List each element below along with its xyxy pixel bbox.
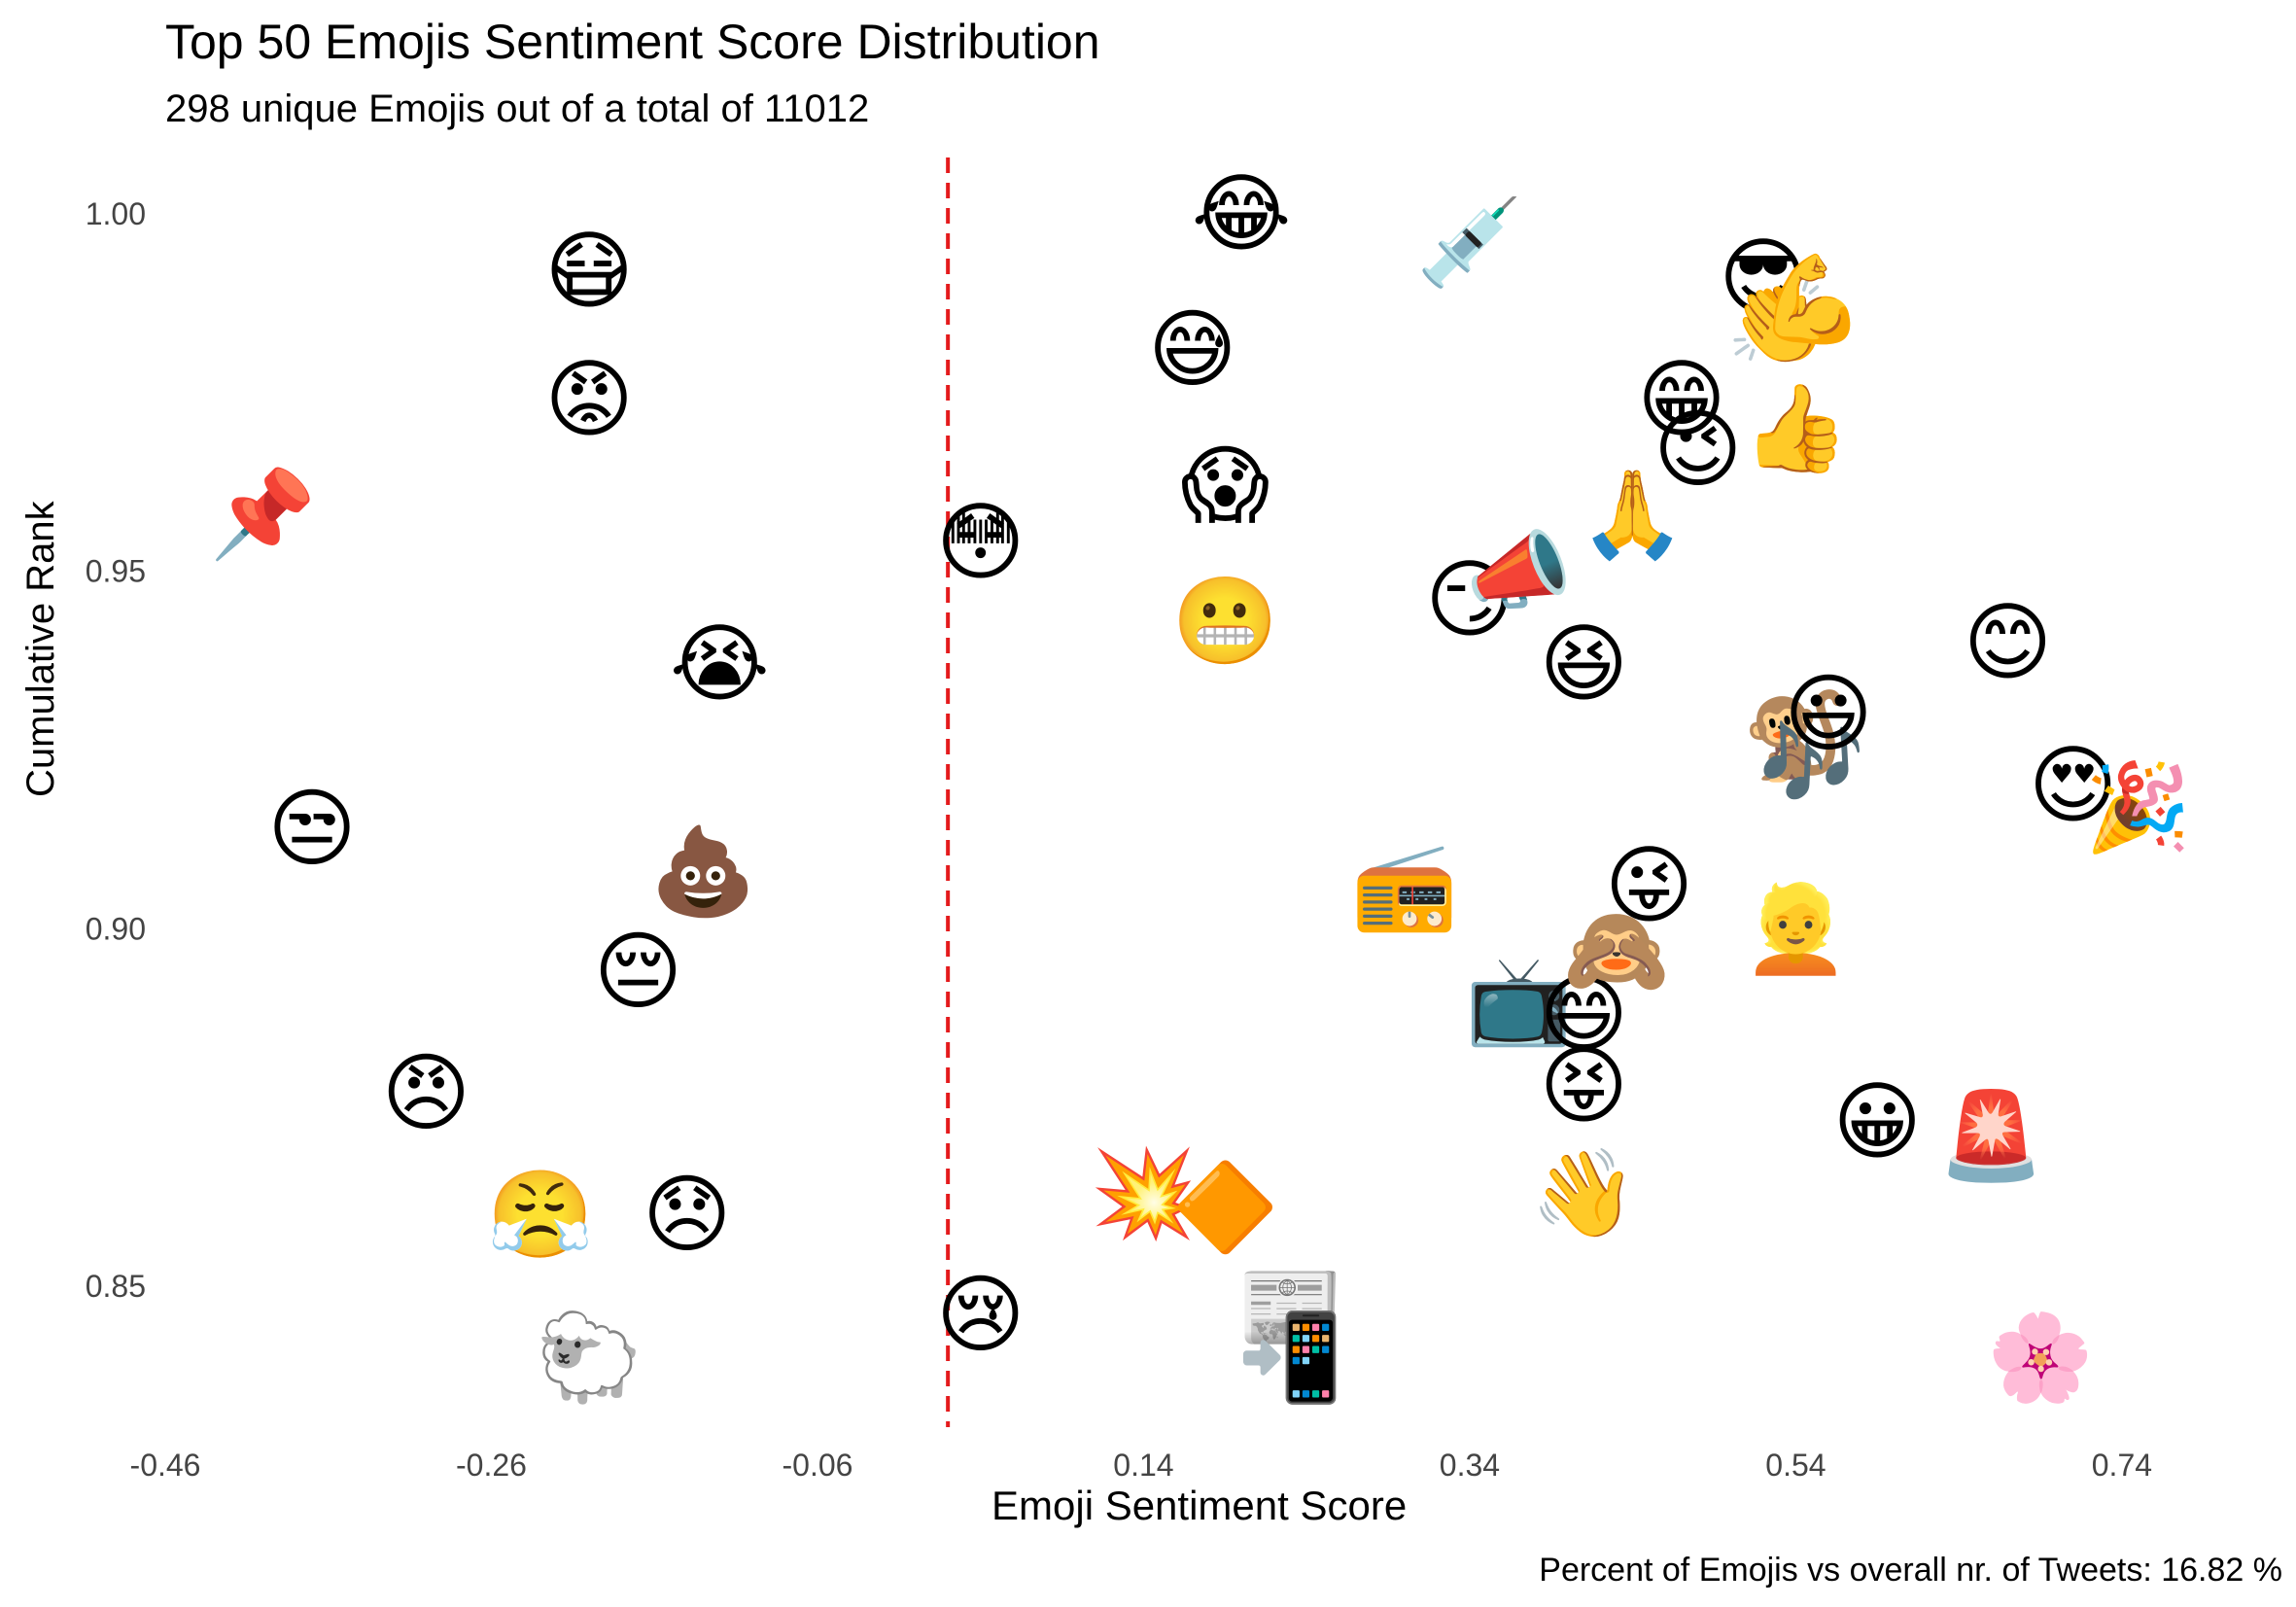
emoji-point: 🔶	[1172, 1157, 1279, 1257]
emoji-point: 🙈	[1563, 899, 1670, 999]
emoji-point: 👍	[1743, 378, 1850, 478]
emoji-point: 😔	[594, 921, 683, 1021]
emoji-point: 👱	[1743, 877, 1850, 978]
emoji-point: 💩	[650, 821, 757, 921]
emoji-point: 😢	[936, 1264, 1026, 1364]
emoji-point: 📰	[1237, 1257, 1344, 1357]
emoji-point: 😷	[544, 221, 634, 321]
chart-subtitle: 298 unique Emojis out of a total of 1101…	[165, 87, 870, 130]
x-tick-label: 0.54	[1765, 1448, 1826, 1483]
emoji-point: 📣	[1465, 521, 1572, 621]
x-tick-label: -0.26	[456, 1448, 527, 1483]
emoji-point: 📺	[1465, 950, 1572, 1050]
y-tick-label: 1.00	[86, 196, 146, 231]
emoji-point: 👋	[1531, 1142, 1638, 1243]
emoji-point: 🎉	[2085, 756, 2192, 857]
emoji-point: 💉	[1416, 192, 1523, 292]
emoji-point: 🙏	[1580, 464, 1687, 564]
emoji-point: 😆	[1539, 613, 1628, 714]
emoji-point: 👏	[1726, 270, 1833, 370]
x-tick-label: 0.34	[1440, 1448, 1500, 1483]
emoji-point: 🚨	[1938, 1086, 2045, 1186]
y-tick-label: 0.95	[86, 554, 146, 589]
emoji-point: 😤	[487, 1164, 594, 1264]
chart-caption: Percent of Emojis vs overall nr. of Twee…	[1539, 1552, 2282, 1589]
x-tick-label: 0.74	[2092, 1448, 2152, 1483]
emoji-point: 😀	[1832, 1071, 1922, 1171]
emoji-point: 🐒	[1743, 685, 1850, 786]
y-tick-label: 0.85	[86, 1269, 146, 1304]
chart-title: Top 50 Emojis Sentiment Score Distributi…	[165, 15, 1100, 69]
emoji-point: 😒	[267, 778, 357, 878]
x-tick-label: -0.46	[130, 1448, 201, 1483]
emoji-point: 😃	[1784, 664, 1873, 764]
emoji-point: 📌	[210, 463, 317, 564]
emoji-point: 😁	[1637, 349, 1726, 449]
emoji-point: 😅	[1148, 299, 1237, 400]
emoji-point: 😉	[1653, 400, 1743, 500]
emoji-point: 💪	[1758, 249, 1865, 349]
emoji-point: 😱	[1180, 435, 1270, 535]
emoji-point: 😠	[382, 1042, 471, 1142]
x-axis-label: Emoji Sentiment Score	[991, 1483, 1408, 1528]
emoji-point: 😡	[544, 349, 634, 449]
emoji-point: 🐑	[536, 1306, 643, 1407]
emoji-point: 😍	[2029, 735, 2118, 835]
emoji-point: 🎶	[1758, 714, 1865, 814]
emoji-point: 😊	[1964, 592, 2053, 692]
emoji-point: 😎	[1719, 227, 1808, 328]
x-tick-label: 0.14	[1113, 1448, 1173, 1483]
emoji-point: 📻	[1351, 835, 1458, 935]
emoji-point: 🌸	[1987, 1307, 2094, 1407]
emoji-point: 💥	[1091, 1142, 1198, 1243]
emoji-point: 😞	[643, 1164, 732, 1264]
emoji-point: 😭	[670, 613, 770, 714]
emoji-point: 😄	[1539, 964, 1628, 1065]
emoji-point: 😳	[936, 492, 1026, 592]
emoji-point: 😏	[1425, 549, 1514, 649]
emoji-point: 😬	[1172, 571, 1279, 671]
x-tick-label: -0.06	[782, 1448, 852, 1483]
emoji-point: 😂	[1192, 163, 1292, 263]
emoji-point: 📲	[1237, 1307, 1344, 1407]
emoji-point: 😝	[1539, 1035, 1628, 1135]
y-tick-label: 0.90	[86, 911, 146, 946]
emoji-point: 😜	[1605, 835, 1694, 935]
